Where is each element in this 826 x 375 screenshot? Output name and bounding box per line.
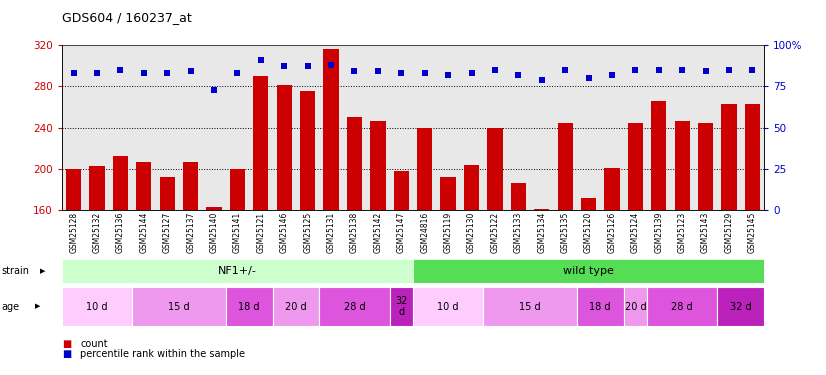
Text: wild type: wild type	[563, 266, 614, 276]
Point	[605, 72, 619, 78]
Point	[465, 70, 478, 76]
Bar	[624, 287, 647, 326]
Text: NF1+/-: NF1+/-	[218, 266, 257, 276]
Bar	[558, 123, 572, 210]
Bar	[347, 117, 362, 210]
Bar	[647, 287, 717, 326]
Bar	[675, 122, 690, 210]
Bar	[394, 171, 409, 210]
Text: GDS604 / 160237_at: GDS604 / 160237_at	[62, 11, 192, 24]
Point	[441, 72, 454, 78]
Point	[395, 70, 408, 76]
Bar	[717, 287, 764, 326]
Point	[699, 68, 712, 74]
Text: ▶: ▶	[40, 268, 45, 274]
Text: 18 d: 18 d	[239, 302, 260, 312]
Point	[676, 67, 689, 73]
Bar	[413, 287, 483, 326]
Point	[488, 67, 501, 73]
Text: 10 d: 10 d	[86, 302, 108, 312]
Bar	[183, 162, 198, 210]
Bar	[581, 198, 596, 210]
Bar	[254, 76, 268, 210]
Point	[184, 68, 197, 74]
Bar	[464, 165, 479, 210]
Bar	[300, 92, 316, 210]
Bar	[698, 123, 713, 210]
Text: strain: strain	[2, 266, 30, 276]
Point	[722, 67, 735, 73]
Point	[254, 57, 268, 63]
Point	[114, 67, 127, 73]
Point	[301, 63, 314, 69]
Point	[535, 76, 548, 82]
Text: 20 d: 20 d	[285, 302, 306, 312]
Bar	[206, 207, 221, 210]
Bar	[230, 169, 245, 210]
Bar	[62, 287, 132, 326]
Point	[372, 68, 385, 74]
Bar	[273, 287, 320, 326]
Point	[511, 72, 525, 78]
Bar	[577, 287, 624, 326]
Point	[348, 68, 361, 74]
Point	[582, 75, 595, 81]
Point	[558, 67, 572, 73]
Point	[629, 67, 642, 73]
Bar	[417, 128, 432, 210]
Bar	[651, 101, 667, 210]
Bar	[132, 287, 225, 326]
Point	[207, 87, 221, 93]
Bar	[534, 209, 549, 210]
Text: 15 d: 15 d	[520, 302, 541, 312]
Text: percentile rank within the sample: percentile rank within the sample	[80, 350, 245, 359]
Text: 32
d: 32 d	[395, 296, 407, 317]
Bar	[62, 259, 413, 283]
Point	[278, 63, 291, 69]
Point	[652, 67, 665, 73]
Bar	[605, 168, 620, 210]
Text: 20 d: 20 d	[624, 302, 646, 312]
Bar	[487, 128, 502, 210]
Bar	[136, 162, 151, 210]
Point	[418, 70, 431, 76]
Text: 28 d: 28 d	[672, 302, 693, 312]
Text: ■: ■	[62, 350, 71, 359]
Text: ▶: ▶	[35, 304, 40, 310]
Bar	[413, 259, 764, 283]
Bar	[277, 85, 292, 210]
Point	[325, 62, 338, 68]
Bar	[721, 104, 737, 210]
Text: 18 d: 18 d	[590, 302, 611, 312]
Text: age: age	[2, 302, 20, 312]
Bar	[390, 287, 413, 326]
Point	[137, 70, 150, 76]
Point	[746, 67, 759, 73]
Bar	[324, 49, 339, 210]
Text: 28 d: 28 d	[344, 302, 365, 312]
Text: count: count	[80, 339, 107, 349]
Bar	[483, 287, 577, 326]
Bar	[628, 123, 643, 210]
Bar	[113, 156, 128, 210]
Point	[160, 70, 173, 76]
Bar	[370, 122, 386, 210]
Bar	[159, 177, 175, 210]
Bar	[66, 169, 81, 210]
Text: 32 d: 32 d	[730, 302, 752, 312]
Bar	[89, 166, 105, 210]
Text: 10 d: 10 d	[437, 302, 459, 312]
Text: ■: ■	[62, 339, 71, 349]
Bar	[440, 177, 456, 210]
Point	[230, 70, 244, 76]
Point	[67, 70, 80, 76]
Point	[90, 70, 104, 76]
Bar	[510, 183, 526, 210]
Bar	[320, 287, 390, 326]
Text: 15 d: 15 d	[169, 302, 190, 312]
Bar	[745, 104, 760, 210]
Bar	[225, 287, 273, 326]
